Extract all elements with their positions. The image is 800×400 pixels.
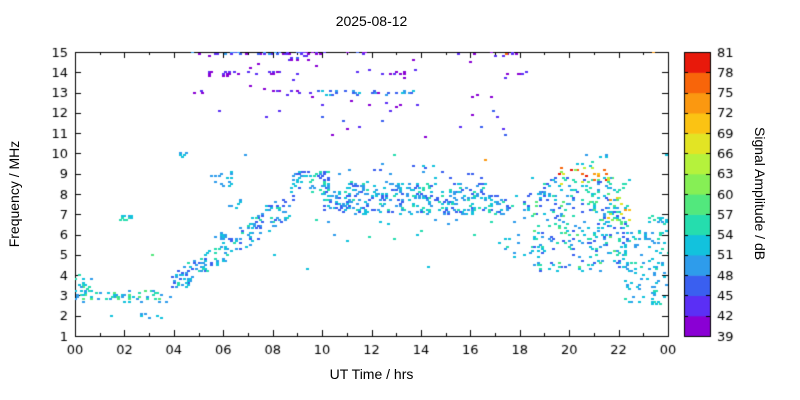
chart-title: 2025-08-12 [335,13,408,29]
x-axis-label: UT Time / hrs [329,366,414,382]
y-axis-label: Frequency / MHz [6,140,22,248]
colorbar-label: Signal Amplitude / dB [752,127,768,261]
